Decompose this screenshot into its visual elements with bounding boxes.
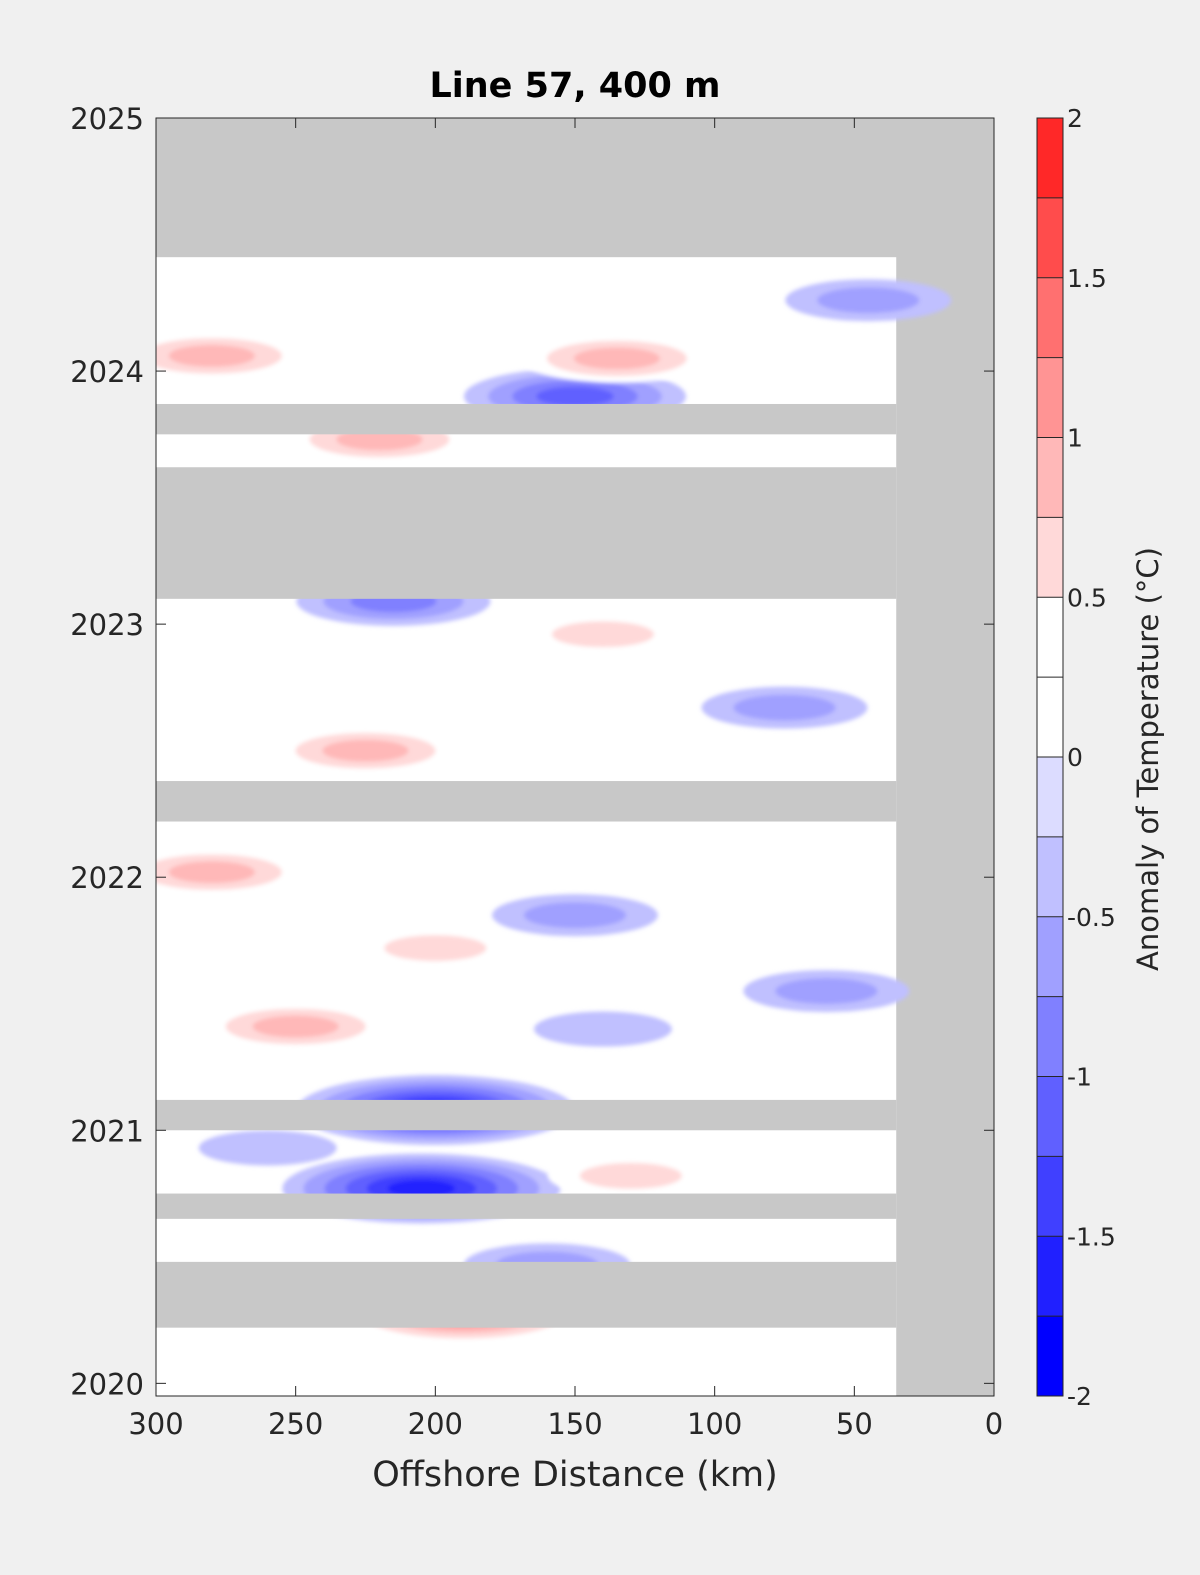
anomaly-level (168, 344, 255, 367)
missing-data-band (156, 1099, 897, 1131)
anomaly-feature (547, 1154, 714, 1197)
colorbar-tick-label: 1.5 (1067, 264, 1107, 293)
y-tick-label: 2024 (70, 355, 144, 389)
colorbar-segment (1037, 597, 1063, 678)
colorbar-label: Anomaly of Temperature (°C) (1131, 547, 1165, 971)
colorbar-segment (1037, 1076, 1063, 1157)
colorbar-segment (1037, 836, 1063, 917)
colorbar-segment (1037, 1156, 1063, 1237)
y-tick-label: 2023 (70, 608, 144, 642)
anomaly-feature (743, 970, 910, 1013)
colorbar-segment (1037, 916, 1063, 997)
y-axis: 2020 2021 2022 2023 2024 2025 (70, 102, 994, 1401)
colorbar-segment (1037, 517, 1063, 598)
colorbar-segment (1037, 996, 1063, 1077)
colorbar-tick-label: -0.5 (1067, 903, 1116, 932)
colorbar-tick-label: -1.5 (1067, 1222, 1116, 1251)
x-tick-label: 50 (836, 1407, 873, 1441)
anomaly-level (523, 902, 627, 929)
anomaly-level (817, 287, 920, 314)
missing-data-band (156, 781, 897, 822)
colorbar-tick-label: 1 (1067, 424, 1083, 453)
x-axis: 300 250 200 150 100 50 0 (128, 118, 1003, 1441)
anomaly-level (198, 1130, 337, 1166)
missing-data-band (156, 1261, 897, 1328)
anomaly-feature (198, 1130, 337, 1166)
anomaly-level (156, 631, 267, 667)
anomaly-level (579, 1162, 682, 1189)
colorbar-tick-label: 0 (1067, 743, 1083, 772)
anomaly-level (775, 978, 878, 1005)
colorbar-segment (1037, 357, 1063, 438)
anomaly-level (536, 386, 614, 407)
anomaly-feature (533, 1011, 672, 1047)
missing-data-band (156, 467, 897, 599)
anomaly-level (533, 1011, 672, 1047)
anomaly-level (168, 861, 255, 884)
anomaly-level (387, 1179, 456, 1197)
plot-area (156, 118, 994, 1396)
chart-title: Line 57, 400 m (429, 66, 720, 106)
anomaly-level (573, 347, 661, 370)
anomaly-level (551, 621, 655, 648)
anomaly-feature (156, 631, 267, 667)
anomaly-feature (519, 333, 714, 383)
missing-data-band (156, 403, 897, 435)
y-tick-label: 2020 (70, 1367, 144, 1401)
colorbar-tick-label: -1 (1067, 1063, 1092, 1092)
missing-data-band (156, 1193, 897, 1219)
colorbar-tick-label: 2 (1067, 104, 1083, 133)
colorbar-segment (1037, 677, 1063, 757)
colorbar-segment (1037, 277, 1063, 358)
colorbar-segment (1037, 197, 1063, 278)
anomaly-level (384, 935, 487, 961)
y-tick-label: 2021 (70, 1114, 144, 1148)
anomaly-level (733, 694, 836, 721)
colorbar-segment (1037, 757, 1063, 837)
anomaly-level (252, 1015, 339, 1038)
anomaly-feature (785, 279, 952, 322)
x-tick-label: 200 (408, 1407, 463, 1441)
colorbar-frame (1036, 117, 1064, 1397)
x-tick-label: 100 (687, 1407, 742, 1441)
anomaly-level (322, 739, 409, 762)
x-tick-label: 150 (547, 1407, 602, 1441)
colorbar-segment (1037, 437, 1063, 518)
anomaly-feature (268, 726, 463, 776)
anomaly-feature (701, 686, 868, 729)
colorbar: 2 1.5 1 0.5 0 -0.5 -1 -1.5 -2 (1036, 104, 1116, 1411)
anomaly-feature (198, 1002, 393, 1052)
anomaly-feature (492, 894, 658, 937)
anomaly-feature (156, 331, 309, 381)
x-tick-label: 250 (268, 1407, 323, 1441)
colorbar-tick-label: -2 (1067, 1382, 1092, 1411)
colorbar-tick-label: 0.5 (1067, 583, 1107, 612)
x-axis-label: Offshore Distance (km) (372, 1455, 778, 1495)
colorbar-segment (1037, 1236, 1063, 1317)
colorbar-segment (1037, 1316, 1063, 1396)
x-tick-label: 300 (128, 1407, 183, 1441)
anomaly-feature (156, 847, 309, 897)
missing-data-gaps (156, 403, 897, 1328)
colorbar-segment (1037, 118, 1063, 198)
anomaly-feature (352, 927, 519, 970)
anomaly-feature (519, 613, 686, 656)
y-tick-label: 2025 (70, 102, 144, 136)
x-tick-label: 0 (985, 1407, 1003, 1441)
y-tick-label: 2022 (70, 861, 144, 895)
